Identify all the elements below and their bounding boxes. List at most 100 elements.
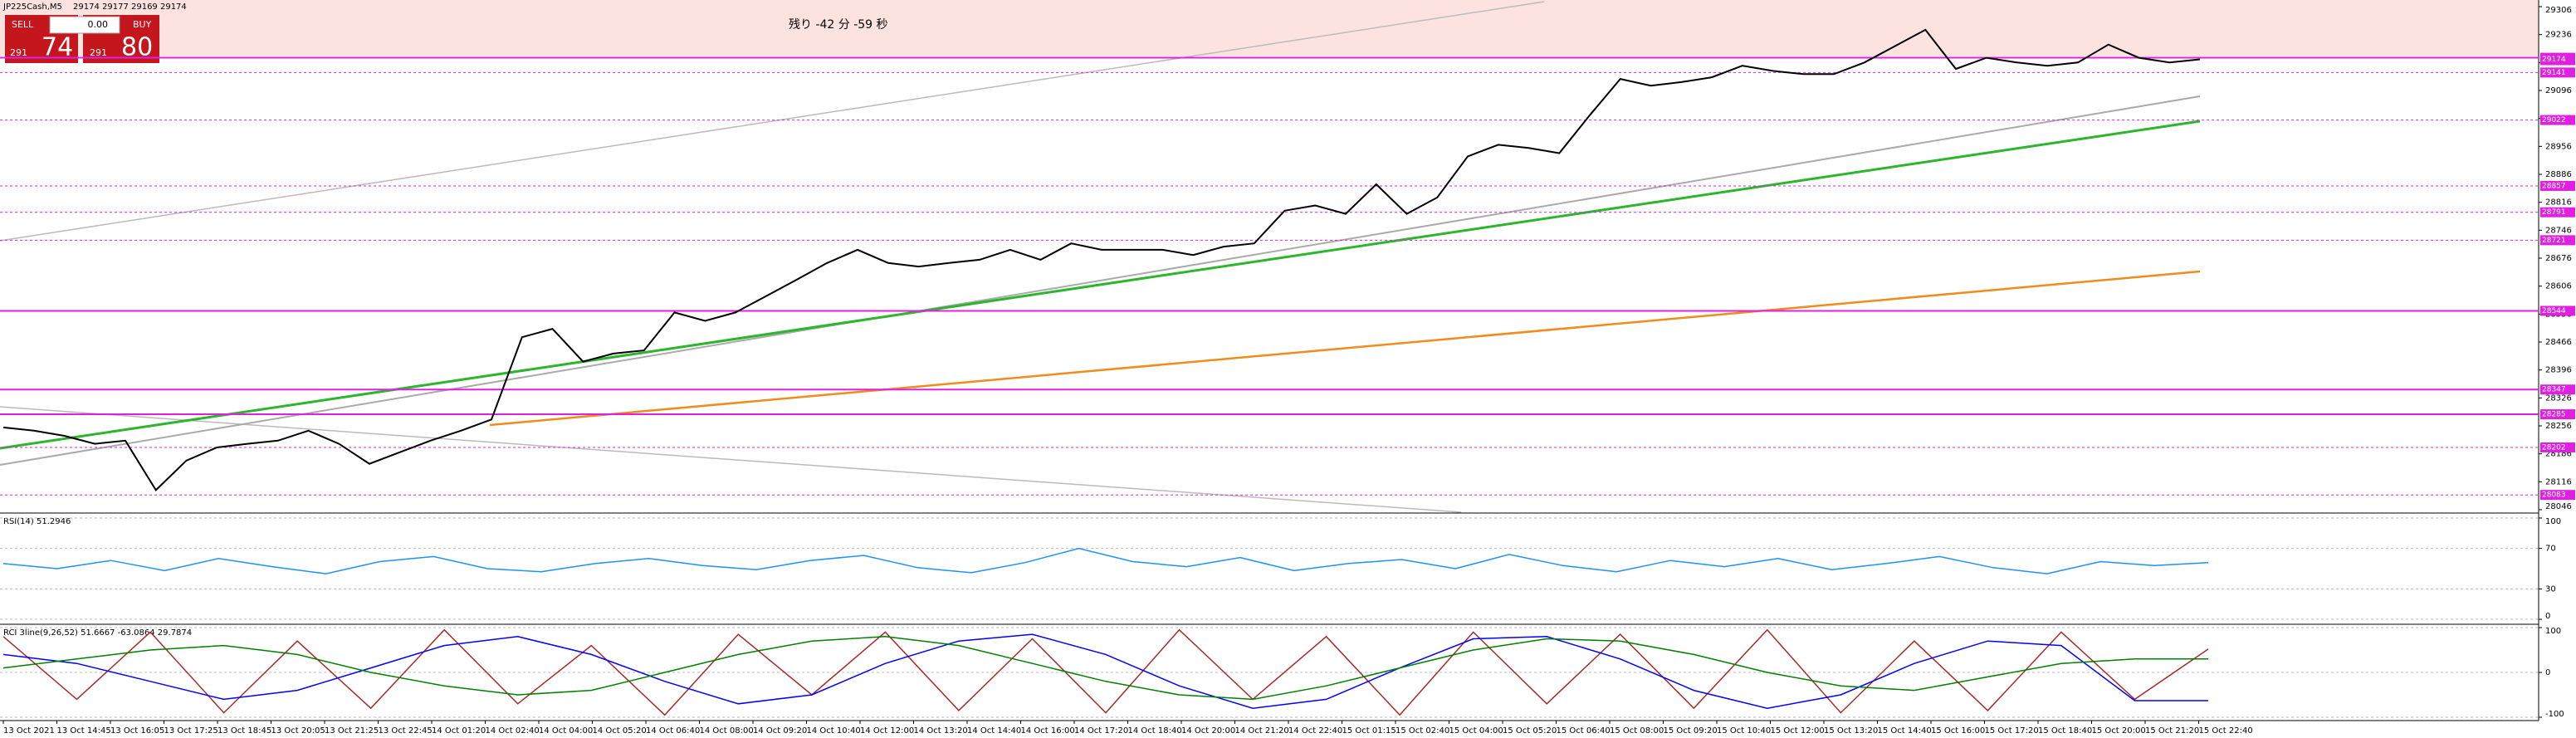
x-tick-label: 15 Oct 05:20 [1503,726,1557,736]
x-tick-label: 13 Oct 18:45 [218,726,271,736]
y-tick-label: 28606 [2545,282,2572,291]
level-tag [2540,67,2575,78]
level-label: 28083 [2542,491,2566,500]
y-tick-label: 30 [2545,584,2556,594]
lot-input[interactable] [49,16,120,34]
lot: 0.00 [88,19,109,30]
level-tag [2540,115,2575,125]
sell-label: SELL [12,19,34,30]
shaded-zone [0,0,2539,56]
x-tick-label: 15 Oct 12:00 [1771,726,1825,736]
x-tick-label: 15 Oct 06:40 [1557,726,1611,736]
level-tag [2540,384,2575,395]
rsi-line [2,547,2209,574]
x-tick-label: 15 Oct 16:00 [1931,726,1985,736]
y-tick-label: 28256 [2545,422,2572,431]
moving-average [489,270,2201,427]
trade-panel: SELL BUY 0.00 291 74 291 80 [5,15,159,63]
x-tick-label: 14 Oct 12:00 [860,726,914,736]
x-tick-label: 15 Oct 14:40 [1878,726,1932,736]
rsi-title: RSI(14) 51.2946 [3,517,71,526]
x-tick-label: 15 Oct 20:00 [2092,726,2146,736]
moving-average [0,95,2201,466]
x-tick-label: 15 Oct 04:00 [1449,726,1503,736]
y-tick-label: 29096 [2545,86,2572,95]
x-tick-label: 15 Oct 21:20 [2145,726,2199,736]
x-tick-label: 13 Oct 17:25 [164,726,218,736]
y-tick-label: 28816 [2545,198,2572,208]
level-tag [2540,409,2575,420]
y-tick-label: 28466 [2545,338,2572,347]
level-tag [2540,442,2575,452]
level-label: 29022 [2542,116,2566,125]
level-label: 28544 [2542,307,2566,315]
x-tick-label: 14 Oct 09:20 [753,726,807,736]
level-label: 28285 [2542,411,2566,419]
x-tick-label: 15 Oct 17:20 [1985,726,2039,736]
current-price: 29174 [2542,56,2566,64]
y-tick-label: 28676 [2545,254,2572,263]
x-tick-label: 13 Oct 2021 [3,726,55,736]
level-label: 28347 [2542,386,2566,394]
x-tick-label: 13 Oct 22:45 [379,726,433,736]
x-tick-label: 14 Oct 16:00 [1021,726,1075,736]
y-tick-label: 28746 [2545,226,2572,235]
x-tick-label: 15 Oct 08:00 [1610,726,1664,736]
level-tag [2540,207,2575,217]
rci-line [2,628,2209,716]
y-tick-label: 29236 [2545,31,2572,40]
buy-label: BUY [133,19,152,30]
current-price-tag [2540,53,2575,66]
level-label: 28202 [2542,443,2566,452]
buy-price-big: 291 [90,47,107,58]
moving-average [0,120,2201,450]
level-label: 28791 [2542,208,2566,217]
level-tag [2540,305,2575,316]
rci-title: RCI 3line(9,26,52) 51.6667 -63.0864 29.7… [3,628,192,638]
symbol: JP225Cash,M5 [2,2,62,12]
x-tick-label: 14 Oct 01:20 [432,726,486,736]
x-tick-label: 13 Oct 16:05 [110,726,164,736]
trend-line [0,1,1545,242]
x-tick-label: 13 Oct 14:45 [57,726,111,736]
level-label: 29141 [2542,69,2566,77]
rci-line [2,636,2208,701]
x-tick-label: 14 Oct 04:00 [539,726,593,736]
y-tick-label: 28116 [2545,477,2572,486]
x-tick-label: 14 Oct 21:20 [1235,726,1289,736]
y-tick-label: 28396 [2545,366,2572,375]
price-line [2,28,2201,491]
y-tick-label: 0 [2545,668,2550,677]
x-tick-label: 14 Oct 13:20 [914,726,968,736]
level-label: 28721 [2542,237,2566,245]
x-tick-label: 15 Oct 09:20 [1664,726,1718,736]
x-tick-label: 14 Oct 17:20 [1074,726,1128,736]
x-tick-label: 14 Oct 02:40 [486,726,540,736]
y-tick-label: 100 [2545,627,2561,636]
x-tick-label: 15 Oct 18:40 [2038,726,2092,736]
level-tag [2540,490,2575,501]
trend-line [0,406,1462,513]
x-tick-label: 15 Oct 13:20 [1824,726,1878,736]
x-tick-label: 14 Oct 14:40 [967,726,1021,736]
x-tick-label: 15 Oct 22:40 [2199,726,2253,736]
x-tick-label: 14 Oct 18:40 [1128,726,1182,736]
countdown: 残り -42 分 -59 秒 [789,18,888,32]
x-tick-label: 15 Oct 02:40 [1396,726,1449,736]
y-tick-label: 28956 [2545,142,2572,151]
rci-line [2,633,2208,709]
y-tick-label: 100 [2545,517,2561,526]
level-tag [2540,180,2575,191]
level-tag [2540,235,2575,246]
y-tick-label: 28046 [2545,502,2572,511]
x-tick-label: 13 Oct 20:05 [271,726,325,736]
x-tick-label: 14 Oct 08:00 [700,726,754,736]
y-tick-label: 28326 [2545,393,2572,403]
y-tick-label: 28886 [2545,170,2572,179]
y-tick-label: 29306 [2545,6,2572,15]
x-tick-label: 14 Oct 10:40 [807,726,861,736]
y-tick-label: 70 [2545,545,2556,554]
y-tick-label: 28186 [2545,450,2572,459]
x-tick-label: 14 Oct 22:40 [1288,726,1342,736]
